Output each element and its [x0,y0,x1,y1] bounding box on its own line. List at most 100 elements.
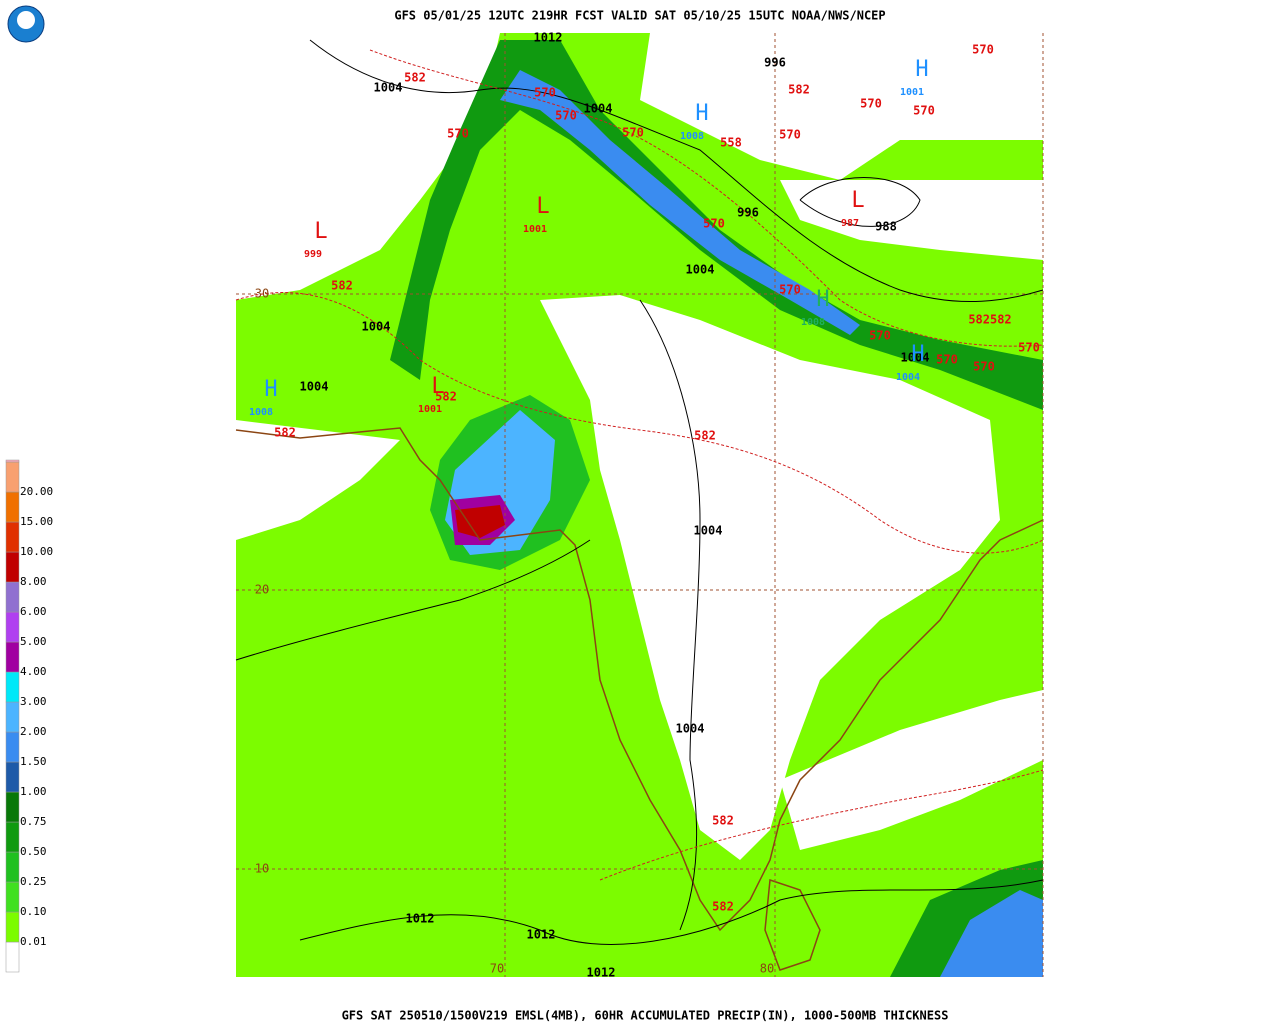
legend-label: 1.00 [20,785,47,798]
high-center: H [915,57,928,82]
isobar-label: 1012 [587,966,616,980]
high-value: 1008 [680,131,704,142]
precip-band [500,70,860,335]
legend-label: 6.00 [20,605,47,618]
isobar-label: 1004 [901,351,930,365]
legend-swatch [5,641,20,673]
isobar-label: 1004 [686,263,715,277]
isobars [235,39,1044,945]
high-value: 1004 [896,372,920,383]
high-center: H [695,101,708,126]
isobar-label: 1012 [534,31,563,45]
dry-area [540,295,1000,860]
dry-area [780,180,1043,260]
thickness-label: 570 [973,360,995,374]
low-center: L [536,194,549,219]
legend-label: 0.50 [20,845,47,858]
thickness-contour [369,49,1044,347]
thickness-contour [599,769,1044,881]
graticule-label: 80 [760,962,774,976]
graticule-label: 20 [255,583,269,597]
dry-area [640,33,1043,180]
precip-blob [940,890,1043,977]
high-center: H [816,287,829,312]
legend-swatch [5,821,20,853]
legend-label: 0.75 [20,815,47,828]
low-center: L [851,188,864,213]
legend-swatch [5,551,20,583]
thickness-label: 582 [788,83,810,97]
legend-swatch [5,851,20,883]
legend-label: 3.00 [20,695,47,708]
thickness-label: 582 [712,814,734,828]
thickness-label: 582 [435,390,457,404]
thickness-label: 570 [555,109,577,123]
noaa-logo-bird [17,11,35,29]
dry-area [236,33,500,300]
title: GFS 05/01/25 12UTC 219HR FCST VALID SAT … [394,9,885,23]
low-value: 1001 [418,404,442,415]
graticule [236,33,1044,977]
thickness-label: 570 [703,217,725,231]
legend-swatch [5,911,20,943]
legend-label: 0.01 [20,935,47,948]
coastline [764,878,821,971]
dry-area [236,420,400,540]
isobar-label: 1004 [362,320,391,334]
legend-swatch [5,459,20,463]
thickness-contour [235,292,1044,554]
thickness-label: 570 [936,353,958,367]
high-value: 1008 [801,317,825,328]
isobar-label: 1004 [584,102,613,116]
thickness-label: 582 [694,429,716,443]
thickness-label: 582582 [968,313,1011,327]
dry-area [780,690,1043,850]
precip-blob [455,505,505,538]
legend-label: 1.50 [20,755,47,768]
isobar-label: 996 [737,206,759,220]
low-center: L [431,374,444,399]
thickness-label: 582 [274,426,296,440]
map-labels: 1012 1004 996 1004 996 988 1004 1004 1004 1004 100… [249,31,1040,980]
legend-label: 15.00 [20,515,53,528]
legend-label: 10.00 [20,545,53,558]
thickness-label: 570 [779,283,801,297]
legend-swatch [5,941,20,973]
legend-swatch [5,611,20,643]
legend-swatch [5,461,20,493]
thickness-label: 570 [779,128,801,142]
legend-label: 0.25 [20,875,47,888]
isobar [799,177,921,227]
thickness-label: 582 [712,900,734,914]
low-value: 999 [304,249,322,260]
legend-swatch [5,881,20,913]
isobar-label: 1004 [694,524,723,538]
legend-label: 4.00 [20,665,47,678]
thickness-label: 582 [331,279,353,293]
isobar-label: 1012 [406,912,435,926]
legend-label: 0.10 [20,905,47,918]
low-center: L [314,219,327,244]
thickness-contours [235,49,1044,881]
graticule-label: 30 [255,287,269,301]
footer-caption: GFS SAT 250510/1500V219 EMSL(4MB), 60HR … [342,1009,949,1023]
isobar-label: 1012 [527,928,556,942]
isobar-label: 1004 [374,81,403,95]
high-center: H [911,342,924,367]
isobar-label: 1004 [300,380,329,394]
thickness-label: 570 [913,104,935,118]
low-value: 987 [841,218,859,229]
legend-swatch [5,791,20,823]
high-value: 1001 [900,87,924,98]
thickness-label: 570 [869,329,891,343]
legend-label: 20.00 [20,485,53,498]
graticule-label: 70 [490,962,504,976]
legend-swatch [5,701,20,733]
high-value: 1008 [249,407,273,418]
isobar-label: 1004 [676,722,705,736]
thickness-label: 570 [622,126,644,140]
legend-swatch [5,491,20,523]
legend: 0.01 0.10 0.25 0.50 0.75 1.00 1.50 2.00 3.00 4.00… [5,459,53,973]
thickness-label: 570 [1018,341,1040,355]
